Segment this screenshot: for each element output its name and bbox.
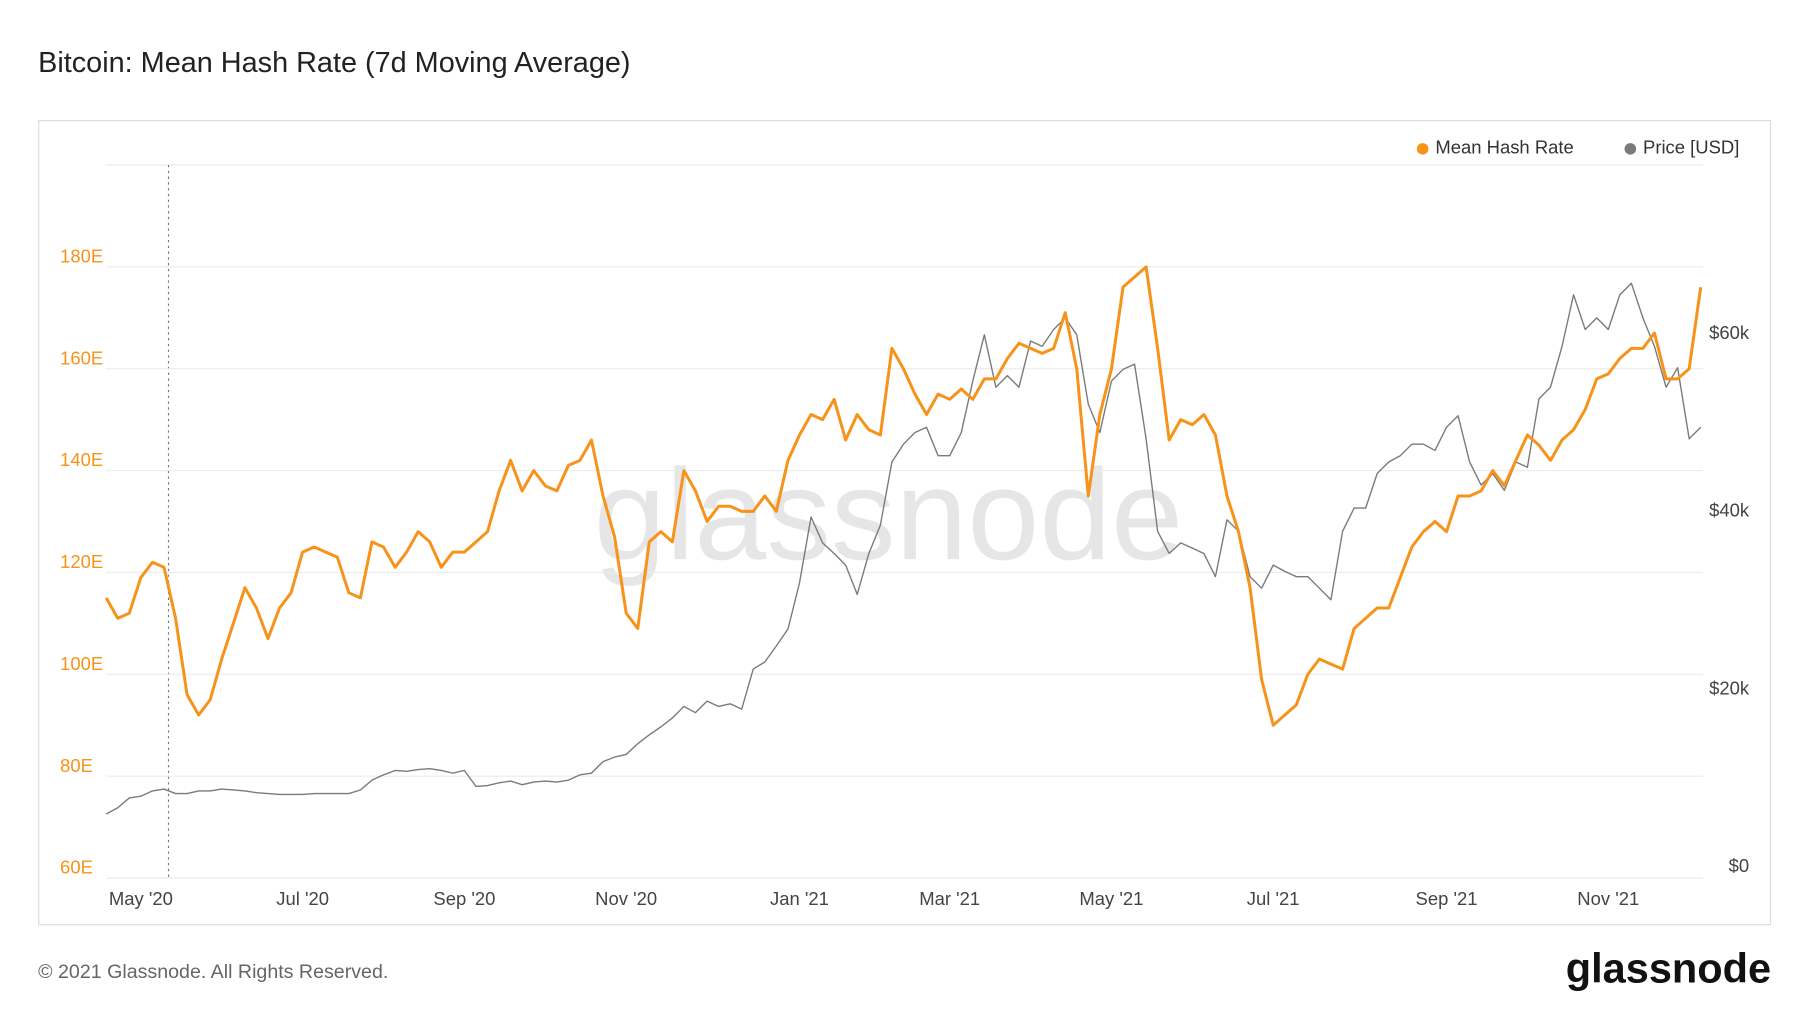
y-tick-label: 180E bbox=[60, 245, 103, 266]
legend-item[interactable]: Mean Hash Rate bbox=[1416, 137, 1574, 158]
y-tick-label: 140E bbox=[60, 449, 103, 470]
hash-rate-line bbox=[104, 265, 1703, 727]
y-tick-label: 80E bbox=[60, 755, 93, 776]
y-tick-label: 160E bbox=[60, 347, 103, 368]
logo: glassnode bbox=[1566, 944, 1771, 991]
legend-swatch bbox=[1624, 143, 1637, 155]
legend-swatch bbox=[1416, 143, 1429, 155]
x-tick-label: Nov '21 bbox=[1577, 888, 1639, 909]
price-line bbox=[105, 282, 1702, 815]
chart-title: Bitcoin: Mean Hash Rate (7d Moving Avera… bbox=[38, 47, 630, 79]
legend-label: Mean Hash Rate bbox=[1435, 137, 1573, 158]
legend-label: Price [USD] bbox=[1643, 137, 1739, 158]
y2-tick-label: $40k bbox=[1709, 500, 1750, 521]
y2-tick-label: $20k bbox=[1709, 677, 1750, 698]
watermark: glassnode bbox=[594, 443, 1183, 587]
x-tick-label: May '20 bbox=[109, 888, 173, 909]
x-tick-label: Nov '20 bbox=[595, 888, 657, 909]
x-tick-label: Jul '20 bbox=[276, 888, 329, 909]
y2-tick-label: $60k bbox=[1709, 322, 1750, 343]
y-tick-label: 120E bbox=[60, 551, 103, 572]
y-tick-label: 100E bbox=[60, 653, 103, 674]
x-tick-label: Sep '20 bbox=[433, 888, 495, 909]
chart-frame bbox=[38, 119, 1772, 926]
x-tick-label: Sep '21 bbox=[1416, 888, 1478, 909]
copyright: © 2021 Glassnode. All Rights Reserved. bbox=[38, 961, 388, 983]
legend-item[interactable]: Price [USD] bbox=[1624, 137, 1740, 158]
y2-tick-label: $0 bbox=[1729, 855, 1750, 876]
x-tick-label: May '21 bbox=[1079, 888, 1143, 909]
x-tick-label: Mar '21 bbox=[919, 888, 980, 909]
x-tick-label: Jan '21 bbox=[770, 888, 829, 909]
y-tick-label: 60E bbox=[60, 857, 93, 878]
x-tick-label: Jul '21 bbox=[1247, 888, 1300, 909]
